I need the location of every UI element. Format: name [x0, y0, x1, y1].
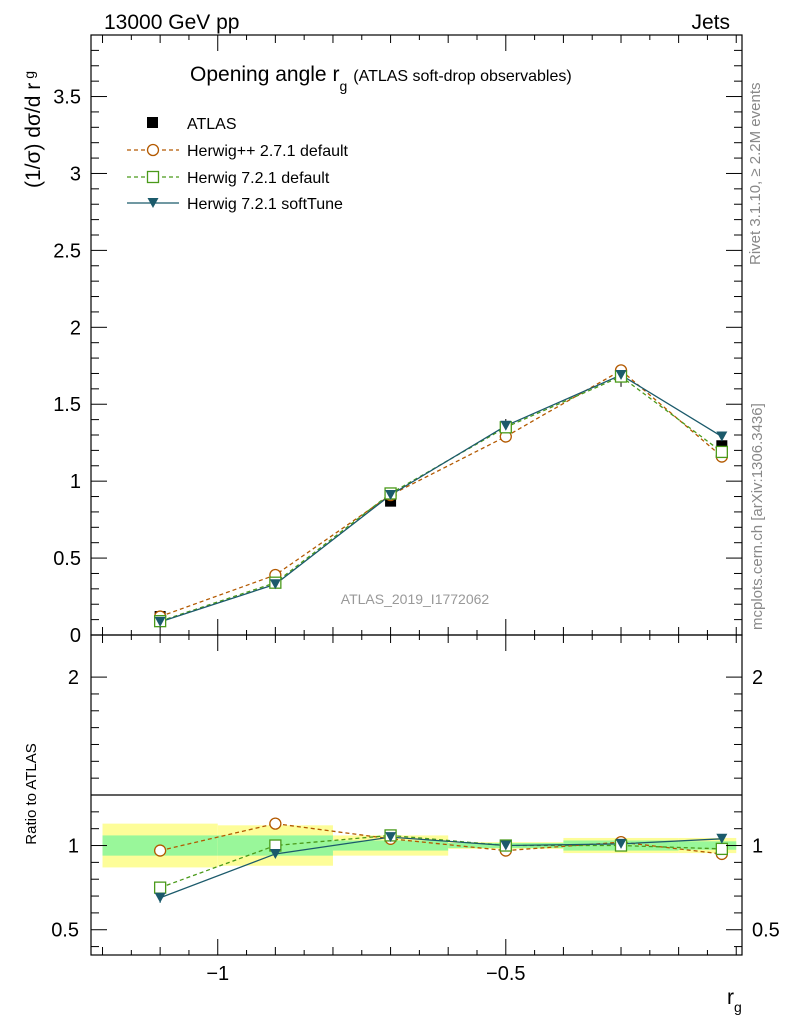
stat-uncertainty-band [678, 841, 737, 850]
rivet-label: Rivet 3.1.10, ≥ 2.2M events [747, 83, 764, 266]
legend-label-herwigpp: Herwig++ 2.7.1 default [187, 143, 349, 160]
ratio-line-herwig-2-7-1-default [159, 822, 722, 855]
mcplots-label: mcplots.cern.ch [arXiv:1306.3436] [749, 403, 766, 630]
y-tick-label: 3 [70, 163, 81, 185]
ratio-y-tick-label: 1 [68, 836, 79, 858]
y-tick-label: 1 [70, 471, 81, 493]
marker-atlas [385, 495, 397, 507]
ratio-marker-herwig-7-2-1-softtune [500, 840, 512, 851]
y-tick-label: 2.5 [53, 240, 81, 262]
ratio-marker-herwig-2-7-1-default [269, 817, 282, 830]
ratio-y-tick-label: 2 [68, 667, 79, 689]
y-tick-label: 2 [70, 317, 81, 339]
ratio-marker-herwig-2-7-1-default [153, 844, 167, 857]
header-right: Jets [691, 11, 730, 34]
marker-herwig-7-2-1-softtune [615, 370, 627, 380]
y-tick-label: 0 [70, 625, 81, 647]
x-tick-label: −0.5 [486, 963, 525, 985]
marker-herwig-7-2-1-softtune [385, 490, 397, 500]
legend-label-herwig7-default: Herwig 7.2.1 default [187, 170, 330, 187]
y-tick-label: 1.5 [53, 394, 81, 416]
ratio-y-tick-label-right: 0.5 [752, 920, 780, 942]
analysis-watermark: ATLAS_2019_I1772062 [341, 591, 490, 607]
legend-marker-herwig7-default [146, 170, 160, 184]
ratio-marker-herwig-7-2-1-softtune [615, 838, 627, 849]
main-series-markers [153, 364, 728, 628]
ratio-y-tick-label: 0.5 [51, 920, 79, 942]
main-y-axis: 0 0.5 1 1.5 2 2.5 3 3.5 [53, 49, 742, 647]
ratio-marker-herwig-7-2-1-softtune [385, 832, 397, 843]
series-line-herwig-2-7-1-default [159, 369, 723, 618]
legend-label-herwig7-softtune: Herwig 7.2.1 softTune [187, 196, 343, 213]
ratio-y-label: Ratio to ATLAS [23, 743, 40, 844]
ratio-series-markers [153, 817, 728, 903]
stat-uncertainty-band [332, 840, 449, 851]
legend-entry-herwig7-default: Herwig 7.2.1 default [127, 170, 330, 187]
legend-marker-atlas [147, 117, 158, 128]
chart-title: Opening angle rg(ATLAS soft-drop observa… [190, 63, 572, 94]
x-axis-label: rg [727, 986, 742, 1015]
main-series-lines [159, 369, 723, 623]
marker-atlas [716, 440, 728, 452]
ratio-line-herwig-7-2-1-default [159, 834, 722, 889]
marker-herwig-7-2-1-softtune [500, 420, 512, 431]
y-tick-label: 3.5 [53, 87, 81, 109]
ratio-y-tick-label-right: 1 [752, 836, 763, 858]
main-error-bars [159, 366, 723, 618]
ratio-marker-herwig-7-2-1-default [153, 881, 167, 894]
series-line-herwig-7-2-1-softtune [159, 374, 723, 623]
legend-label-atlas: ATLAS [187, 116, 237, 133]
marker-herwig-7-2-1-default [715, 445, 728, 459]
series-line-herwig-7-2-1-default [159, 375, 723, 622]
ratio-y-axis: 0.5 0.5 1 1 2 2 [51, 667, 780, 948]
y-tick-label: 0.5 [53, 548, 81, 570]
ratio-marker-herwig-7-2-1-default [715, 842, 728, 856]
legend-marker-herwigpp [146, 143, 160, 157]
ratio-series-lines [159, 822, 722, 899]
main-y-label: (1/σ) dσ/d rg [21, 71, 45, 188]
ratio-marker-herwig-7-2-1-softtune [154, 892, 166, 903]
header-left: 13000 GeV pp [104, 11, 239, 34]
x-tick-label: −1 [206, 963, 229, 985]
marker-herwig-7-2-1-softtune [269, 579, 281, 590]
main-x-ticks [102, 35, 737, 635]
legend-marker-herwig7-softtune [147, 198, 159, 208]
ratio-marker-herwig-7-2-1-softtune [269, 848, 281, 859]
ratio-marker-herwig-7-2-1-softtune [716, 833, 728, 844]
legend-entry-atlas: ATLAS [147, 116, 237, 133]
ratio-panel: 0.5 0.5 1 1 2 2 −1 −0.5 Ratio to ATLAS rg [23, 634, 780, 1015]
legend: ATLAS Herwig++ 2.7.1 default Herwig 7.2.… [127, 116, 349, 213]
ratio-uncertainty-bands [102, 823, 737, 868]
marker-herwig-7-2-1-softtune [716, 431, 728, 442]
marker-herwig-7-2-1-softtune [154, 616, 166, 627]
ratio-y-tick-label-right: 2 [752, 667, 763, 689]
legend-entry-herwig7-softtune: Herwig 7.2.1 softTune [127, 196, 343, 213]
legend-entry-herwigpp: Herwig++ 2.7.1 default [127, 143, 349, 160]
ratio-x-axis: −1 −0.5 [102, 635, 737, 985]
ratio-line-herwig-7-2-1-softtune [159, 836, 722, 899]
main-panel: 0 0.5 1 1.5 2 2.5 3 3.5 Opening angle rg(ATLAS … [21, 34, 743, 647]
